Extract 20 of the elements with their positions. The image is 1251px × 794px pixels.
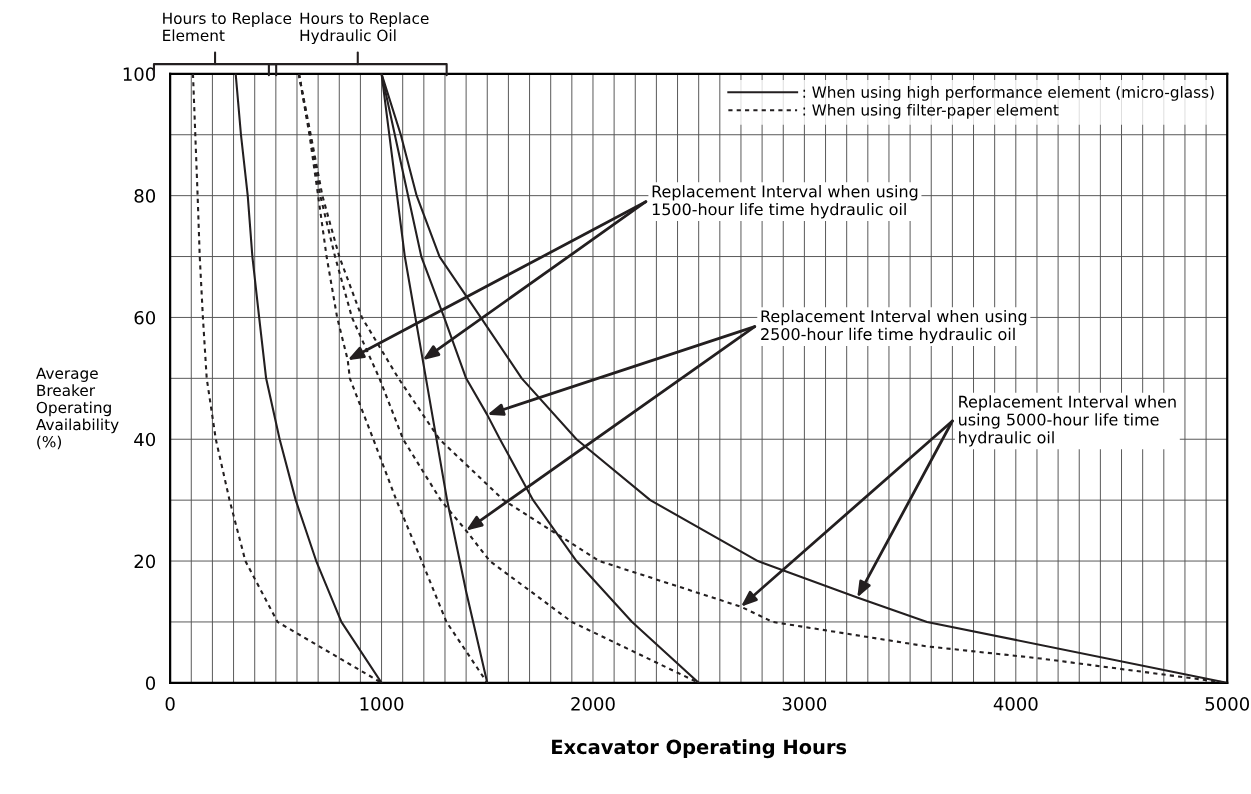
y-tick-label: 60 (134, 310, 156, 325)
legend-label: : When using high performance element (micro-glass) (803, 86, 1214, 101)
y-axis-title: Average Breaker Operating Availability (%) (36, 367, 119, 450)
text: Hours to Replace Element (163, 12, 292, 42)
y-tick-label: 20 (134, 554, 156, 569)
annotation: Replacement Interval when using 1500-hour life time hydraulic oil (652, 185, 918, 219)
x-tick-label: 1000 (360, 697, 404, 711)
x-axis-title: Excavator Operating Hours (552, 739, 847, 759)
annotation: Replacement Interval when using 2500-hour life time hydraulic oil (761, 309, 1027, 344)
y-tick-label: 0 (145, 676, 156, 690)
y-tick-label: 40 (134, 432, 156, 447)
x-tick-label: 3000 (782, 697, 827, 711)
text: Hours to Replace Hydraulic Oil (300, 12, 429, 45)
legend-label: : When using filter-paper element (803, 103, 1059, 119)
x-tick-label: 2000 (571, 697, 615, 711)
x-tick-label: 0 (165, 697, 175, 711)
x-tick-label: 5000 (1205, 697, 1250, 711)
annotation: Replacement Interval when using 5000-hour life time hydraulic oil (959, 395, 1176, 447)
y-tick-label: 80 (134, 189, 156, 203)
x-tick-label: 4000 (993, 697, 1038, 711)
